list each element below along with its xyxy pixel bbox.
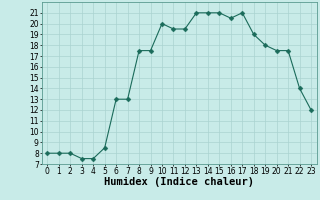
X-axis label: Humidex (Indice chaleur): Humidex (Indice chaleur) (104, 177, 254, 187)
